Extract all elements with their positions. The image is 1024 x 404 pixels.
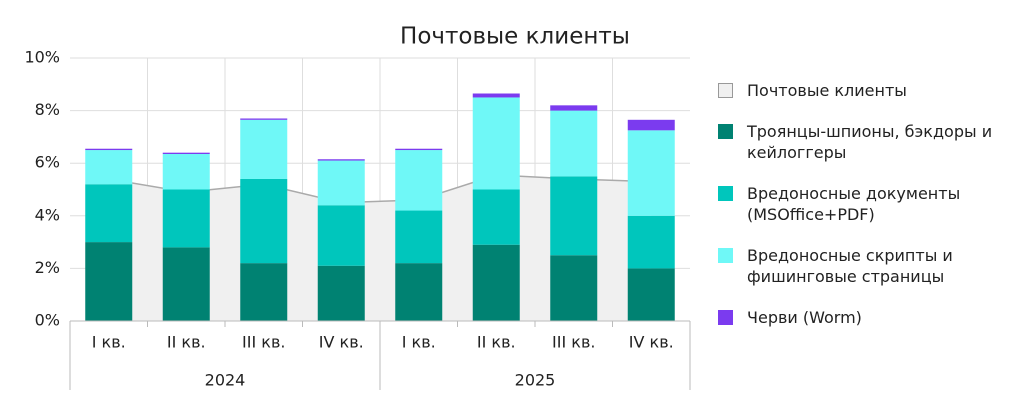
bar-segment [395,263,443,321]
bar-segment [472,93,520,98]
bar-segment [472,244,520,321]
chart-title: Почтовые клиенты [400,24,630,50]
bar-segment [85,242,133,321]
legend: Почтовые клиенты Троянцы-шпионы, бэкдоры … [718,80,1008,348]
legend-item: Вредоносные скрипты и фишинговые страниц… [718,245,1008,287]
bar-segment [317,160,365,206]
x-tick-label: I кв. [92,333,126,352]
bar-segment [627,268,675,321]
bar-segment [85,184,133,243]
bar-segment [550,255,598,321]
legend-label: Почтовые клиенты [747,81,907,100]
bar-segment [240,119,288,179]
bar-segment [162,152,210,154]
legend-swatch [718,186,733,201]
legend-item: Троянцы-шпионы, бэкдоры и кейлоггеры [718,121,1008,163]
bar-segment [85,150,133,185]
x-tick-label: III кв. [552,333,595,352]
bar-segment [240,118,288,120]
legend-swatch [718,310,733,325]
bar-segment [317,205,365,266]
legend-item: Черви (Worm) [718,307,1008,328]
bar-segment [472,189,520,245]
y-tick-label: 2% [35,258,60,277]
legend-label: Троянцы-шпионы, бэкдоры и кейлоггеры [747,122,993,162]
legend-label: Черви (Worm) [747,308,862,327]
legend-label: Вредоносные документы (MSOffice+PDF) [747,184,961,224]
bar-segment [472,97,520,190]
bar-segment [550,176,598,256]
bar-segment [627,119,675,131]
y-tick-label: 10% [24,48,60,67]
bar-segment [162,247,210,321]
legend-swatch [718,124,733,139]
y-tick-label: 6% [35,153,60,172]
legend-swatch [718,83,733,98]
bar-segment [317,265,365,321]
x-tick-label: III кв. [242,333,285,352]
legend-item: Вредоносные документы (MSOffice+PDF) [718,183,1008,225]
legend-swatch [718,248,733,263]
x-tick-label: II кв. [167,333,206,352]
group-label: 2025 [515,371,556,390]
y-tick-label: 8% [35,100,60,119]
bar-segment [240,178,288,264]
bar-segment [162,189,210,248]
x-tick-label: II кв. [477,333,516,352]
bar-segment [240,263,288,321]
legend-label: Вредоносные скрипты и фишинговые страниц… [747,246,953,286]
bar-segment [317,159,365,161]
x-tick-label: IV кв. [319,333,364,352]
bar-segment [162,153,210,190]
bar-segment [395,210,443,264]
bar-segment [627,130,675,216]
bar-segment [550,110,598,177]
y-tick-label: 0% [35,311,60,330]
legend-item: Почтовые клиенты [718,80,1008,101]
y-tick-label: 4% [35,205,60,224]
x-tick-label: IV кв. [629,333,674,352]
bar-segment [395,148,443,151]
bar-segment [395,150,443,211]
group-label: 2024 [205,371,246,390]
bar-segment [550,105,598,111]
bar-segment [85,148,133,151]
bar-segment [627,215,675,269]
x-tick-label: I кв. [402,333,436,352]
